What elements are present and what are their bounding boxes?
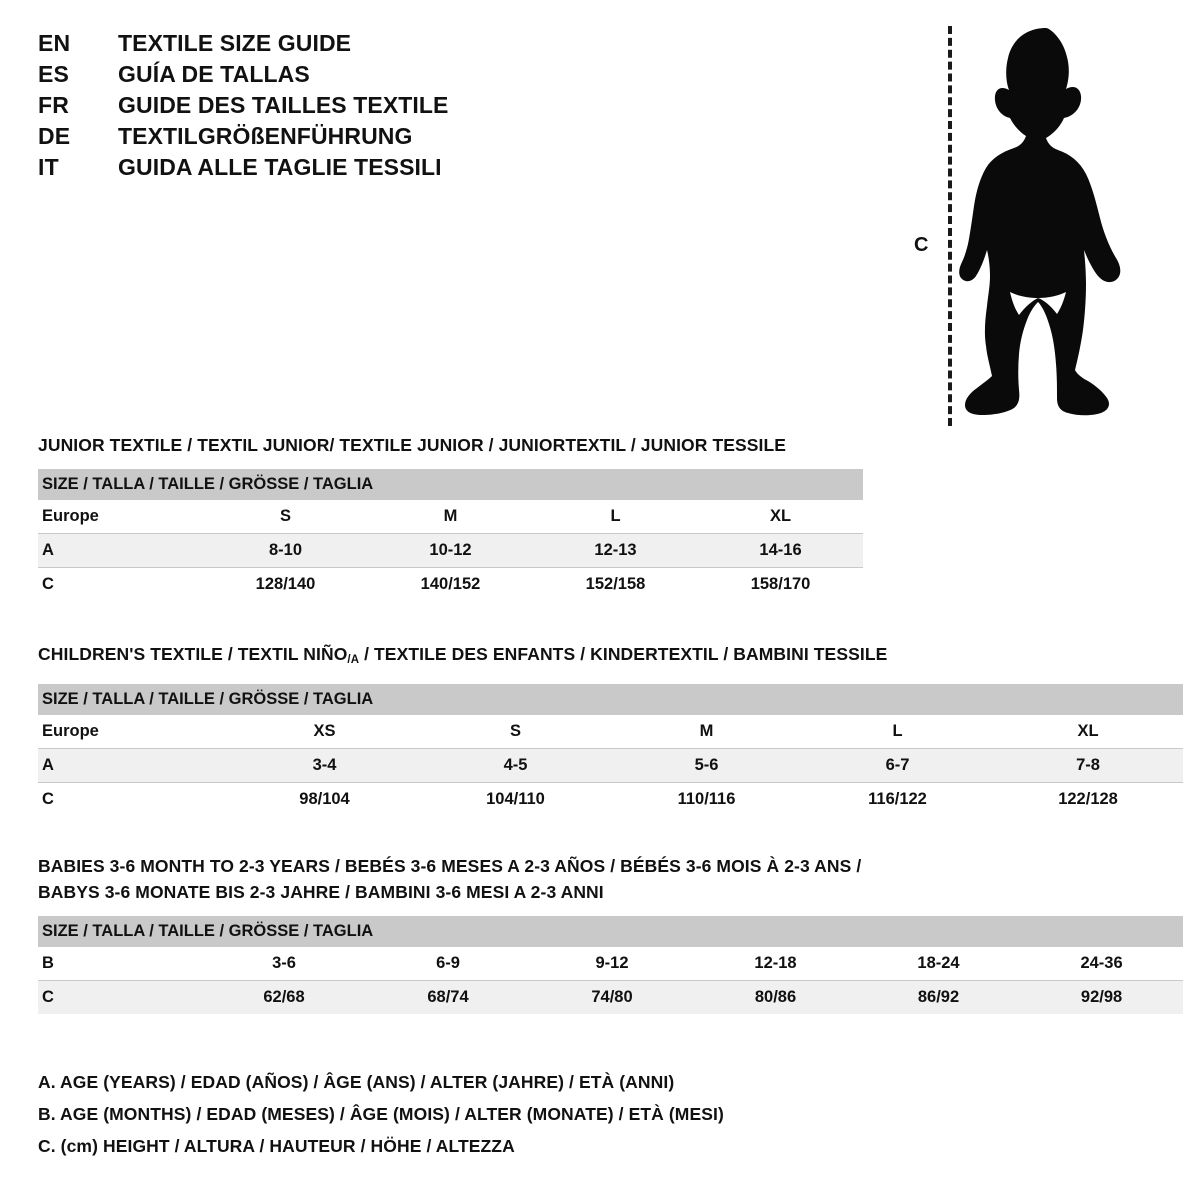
section-title-junior: JUNIOR TEXTILE / TEXTIL JUNIOR/ TEXTILE … bbox=[38, 435, 787, 455]
height-measure-label: C bbox=[914, 234, 929, 256]
language-row: FR GUIDE DES TAILLES TEXTILE bbox=[38, 92, 558, 123]
cell-age-months: 6-9 bbox=[436, 954, 460, 972]
section-children-textile: CHILDREN'S TEXTILE / TEXTIL NIÑO/A / TEX… bbox=[38, 641, 1184, 816]
section-title-children-pre: CHILDREN'S TEXTILE / TEXTIL NIÑO bbox=[38, 644, 348, 664]
language-code-es: ES bbox=[38, 61, 70, 87]
cell-age-months: 9-12 bbox=[595, 954, 629, 972]
cell-height: 158/170 bbox=[698, 567, 864, 601]
cell-age-months: 3-6 bbox=[272, 954, 296, 972]
cell-height: 122/128 bbox=[993, 782, 1184, 816]
size-table-junior: SIZE / TALLA / TAILLE / GRÖSSE / TAGLIA … bbox=[38, 469, 864, 601]
cell-size: S bbox=[509, 722, 521, 740]
table-row: C 98/104 104/110 110/116 116/122 122/128 bbox=[38, 782, 1184, 816]
row-label-europe: Europe bbox=[42, 507, 99, 525]
table-band-row: SIZE / TALLA / TAILLE / GRÖSSE / TAGLIA bbox=[38, 916, 1184, 947]
section-title-children: CHILDREN'S TEXTILE / TEXTIL NIÑO/A / TEX… bbox=[38, 641, 1183, 673]
section-title-children-post: / TEXTILE DES ENFANTS / KINDERTEXTIL / B… bbox=[359, 644, 888, 664]
language-code-fr: FR bbox=[38, 92, 70, 118]
row-label-a: A bbox=[38, 533, 203, 568]
cell-age: 12-13 bbox=[533, 533, 698, 568]
row-label-a: A bbox=[38, 748, 229, 783]
cell-age: 10-12 bbox=[368, 533, 533, 568]
cell-height: 116/122 bbox=[802, 782, 993, 816]
cell-height: 74/80 bbox=[530, 980, 694, 1014]
cell-height: 80/86 bbox=[694, 980, 857, 1014]
cell-height: 86/92 bbox=[857, 980, 1020, 1014]
row-label-europe: Europe bbox=[42, 722, 99, 740]
row-label-c: C bbox=[38, 782, 229, 816]
cell-height: 62/68 bbox=[202, 980, 366, 1014]
table-row: C 62/68 68/74 74/80 80/86 86/92 92/98 bbox=[38, 980, 1184, 1014]
cell-height: 110/116 bbox=[611, 782, 802, 816]
guide-title-de: TEXTILGRÖßENFÜHRUNG bbox=[118, 123, 413, 149]
size-band-label: SIZE / TALLA / TAILLE / GRÖSSE / TAGLIA bbox=[38, 916, 1184, 947]
cell-height: 140/152 bbox=[368, 567, 533, 601]
cell-age: 4-5 bbox=[420, 748, 611, 783]
row-label-c: C bbox=[38, 567, 203, 601]
language-row: EN TEXTILE SIZE GUIDE bbox=[38, 30, 558, 61]
cell-age-months: 12-18 bbox=[754, 954, 797, 972]
guide-title-it: GUIDA ALLE TAGLIE TESSILI bbox=[118, 154, 442, 180]
section-babies-textile: BABIES 3-6 MONTH TO 2-3 YEARS / BEBÉS 3-… bbox=[38, 853, 1184, 1014]
cell-age: 6-7 bbox=[802, 748, 993, 783]
table-row: C 128/140 140/152 152/158 158/170 bbox=[38, 567, 864, 601]
cell-age: 5-6 bbox=[611, 748, 802, 783]
language-row: DE TEXTILGRÖßENFÜHRUNG bbox=[38, 123, 558, 154]
size-table-babies: SIZE / TALLA / TAILLE / GRÖSSE / TAGLIA … bbox=[38, 916, 1184, 1014]
guide-title-es: GUÍA DE TALLAS bbox=[118, 61, 310, 87]
cell-size: M bbox=[699, 722, 714, 740]
cell-age: 8-10 bbox=[203, 533, 368, 568]
language-code-it: IT bbox=[38, 154, 59, 180]
cell-size: S bbox=[279, 507, 291, 525]
cell-size: XL bbox=[1077, 722, 1099, 740]
legend-item-b: B. AGE (MONTHS) / EDAD (MESES) / ÂGE (MO… bbox=[38, 1104, 724, 1124]
cell-height: 92/98 bbox=[1020, 980, 1184, 1014]
toddler-silhouette-icon bbox=[959, 28, 1121, 416]
table-row: A 3-4 4-5 5-6 6-7 7-8 bbox=[38, 748, 1184, 783]
cell-height: 104/110 bbox=[420, 782, 611, 816]
cell-size: XL bbox=[769, 507, 792, 525]
section-title-children-sub: /A bbox=[347, 654, 360, 666]
cell-size: L bbox=[892, 722, 903, 740]
table-row: Europe XS S M L XL bbox=[38, 715, 1183, 749]
cell-size: L bbox=[610, 507, 621, 525]
legend-item-c: C. (cm) HEIGHT / ALTURA / HAUTEUR / HÖHE… bbox=[38, 1136, 515, 1156]
cell-age: 14-16 bbox=[698, 533, 864, 568]
height-dashed-line bbox=[948, 26, 952, 426]
cell-age-months: 24-36 bbox=[1080, 954, 1123, 972]
measurement-legend: A. AGE (YEARS) / EDAD (AÑOS) / ÂGE (ANS)… bbox=[38, 1066, 724, 1162]
table-band-row: SIZE / TALLA / TAILLE / GRÖSSE / TAGLIA bbox=[38, 469, 864, 500]
cell-height: 128/140 bbox=[203, 567, 368, 601]
guide-title-en: TEXTILE SIZE GUIDE bbox=[118, 30, 352, 56]
table-row: Europe S M L XL bbox=[38, 500, 863, 534]
table-row: B 3-6 6-9 9-12 12-18 18-24 24-36 bbox=[38, 947, 1183, 981]
row-label-c: C bbox=[38, 980, 202, 1014]
cell-age-months: 18-24 bbox=[917, 954, 960, 972]
legend-item-a: A. AGE (YEARS) / EDAD (AÑOS) / ÂGE (ANS)… bbox=[38, 1072, 675, 1092]
table-row: A 8-10 10-12 12-13 14-16 bbox=[38, 533, 864, 568]
table-band-row: SIZE / TALLA / TAILLE / GRÖSSE / TAGLIA bbox=[38, 684, 1184, 715]
language-code-en: EN bbox=[38, 30, 71, 56]
language-row: ES GUÍA DE TALLAS bbox=[38, 61, 558, 92]
cell-height: 68/74 bbox=[366, 980, 530, 1014]
language-code-de: DE bbox=[38, 123, 71, 149]
section-title-babies-line2: BABYS 3-6 MONATE BIS 2-3 JAHRE / BAMBINI… bbox=[38, 882, 604, 902]
section-junior-textile: JUNIOR TEXTILE / TEXTIL JUNIOR/ TEXTILE … bbox=[38, 432, 864, 601]
section-title-babies-line1: BABIES 3-6 MONTH TO 2-3 YEARS / BEBÉS 3-… bbox=[38, 856, 862, 876]
size-table-children: SIZE / TALLA / TAILLE / GRÖSSE / TAGLIA … bbox=[38, 684, 1184, 816]
height-figure: C bbox=[900, 16, 1180, 426]
row-label-b: B bbox=[42, 954, 54, 972]
cell-age: 3-4 bbox=[229, 748, 420, 783]
cell-height: 152/158 bbox=[533, 567, 698, 601]
cell-size: XS bbox=[313, 722, 336, 740]
cell-age: 7-8 bbox=[993, 748, 1184, 783]
size-band-label: SIZE / TALLA / TAILLE / GRÖSSE / TAGLIA bbox=[38, 469, 864, 500]
cell-height: 98/104 bbox=[229, 782, 420, 816]
guide-title-fr: GUIDE DES TAILLES TEXTILE bbox=[118, 92, 449, 118]
language-header: EN TEXTILE SIZE GUIDE ES GUÍA DE TALLAS … bbox=[38, 30, 558, 185]
size-band-label: SIZE / TALLA / TAILLE / GRÖSSE / TAGLIA bbox=[38, 684, 1184, 715]
cell-size: M bbox=[443, 507, 458, 525]
language-row: IT GUIDA ALLE TAGLIE TESSILI bbox=[38, 154, 558, 185]
